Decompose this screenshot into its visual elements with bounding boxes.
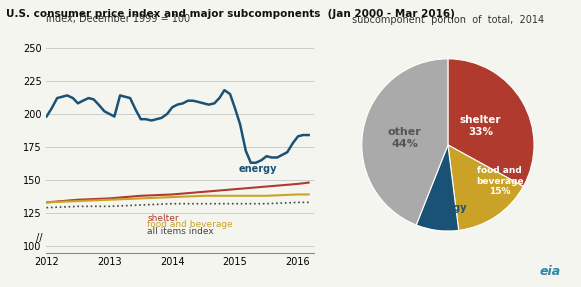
- Wedge shape: [448, 59, 534, 187]
- Text: energy
8%: energy 8%: [429, 203, 467, 225]
- Text: index, December 1999 = 100: index, December 1999 = 100: [46, 14, 191, 24]
- Wedge shape: [416, 145, 459, 231]
- Text: food and beverage: food and beverage: [147, 220, 233, 230]
- Text: food and
beverage
15%: food and beverage 15%: [476, 166, 523, 196]
- Text: all items index: all items index: [147, 227, 214, 236]
- Text: eia: eia: [540, 265, 561, 278]
- Title: subcomponent  portion  of  total,  2014: subcomponent portion of total, 2014: [352, 15, 544, 25]
- Text: shelter
33%: shelter 33%: [460, 115, 501, 137]
- Wedge shape: [448, 145, 523, 230]
- Text: energy: energy: [238, 164, 277, 174]
- Wedge shape: [362, 59, 448, 225]
- Text: other
44%: other 44%: [388, 127, 422, 149]
- Text: U.S. consumer price index and major subcomponents  (Jan 2000 - Mar 2016): U.S. consumer price index and major subc…: [6, 9, 455, 19]
- Text: shelter: shelter: [147, 214, 179, 223]
- Text: //: //: [35, 233, 42, 243]
